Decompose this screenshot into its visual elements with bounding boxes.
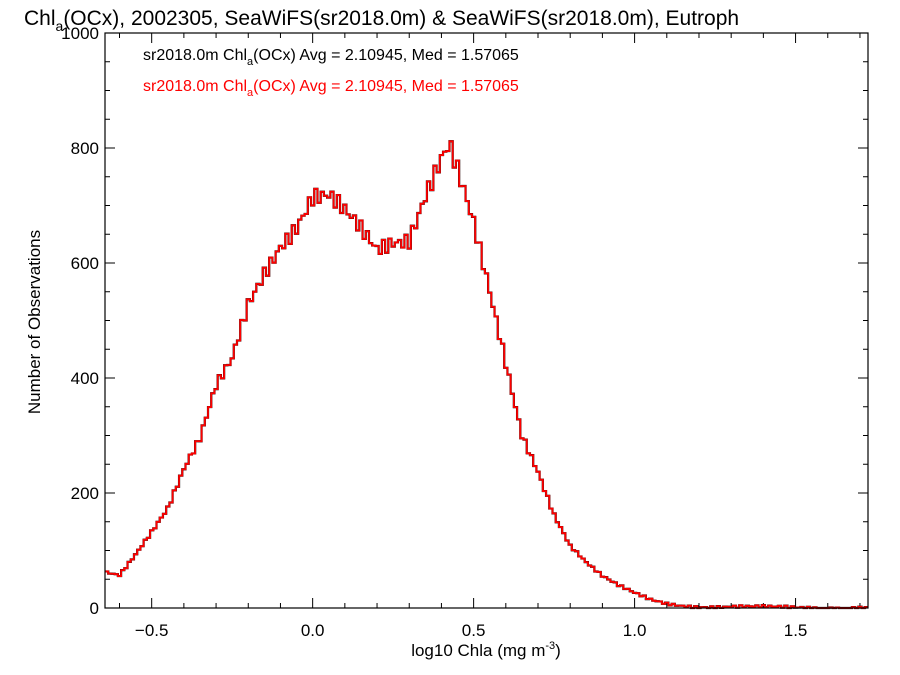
x-axis-label: log10 Chla (mg m-3) (411, 640, 561, 660)
chart-title: Chla(OCx), 2002305, SeaWiFS(sr2018.0m) &… (24, 7, 739, 34)
y-tick-label: 800 (71, 139, 99, 158)
annotation-red-post: (OCx) Avg = 2.10945, Med = 1.57065 (253, 78, 519, 95)
annotation-black: sr2018.0m Chla(OCx) Avg = 2.10945, Med =… (143, 47, 519, 68)
x-tick-label: 1.5 (784, 621, 808, 640)
y-tick-label: 400 (71, 369, 99, 388)
y-tick-label: 0 (90, 599, 99, 618)
annotation-red: sr2018.0m Chla(OCx) Avg = 2.10945, Med =… (143, 78, 519, 99)
annotation-black-sub: a (247, 56, 254, 68)
x-tick-label: 1.0 (623, 621, 647, 640)
y-tick-label: 200 (71, 484, 99, 503)
chart-title-pre: Chl (24, 7, 56, 30)
x-tick-label: −0.5 (135, 621, 169, 640)
plot-frame (104, 32, 869, 609)
annotation-red-pre: sr2018.0m Chl (143, 78, 247, 95)
y-tick-label: 1000 (61, 24, 99, 43)
series-red-histogram (105, 140, 868, 609)
y-axis-label: Number of Observations (25, 230, 44, 414)
series-layer (105, 140, 868, 610)
x-axis-label-post: ) (555, 641, 561, 660)
annotation-black-post: (OCx) Avg = 2.10945, Med = 1.57065 (253, 47, 519, 64)
annotation-red-sub: a (247, 87, 254, 99)
annotation-black-pre: sr2018.0m Chl (143, 47, 247, 64)
chart-title-sub: a (56, 18, 64, 34)
x-axis-label-sup: -3 (545, 640, 555, 652)
x-axis-label-pre: log10 Chla (mg m (411, 641, 545, 660)
x-tick-label: 0.5 (462, 621, 486, 640)
y-tick-label: 600 (71, 254, 99, 273)
x-tick-label: 0.0 (301, 621, 325, 640)
axis-ticks: −0.5 0.0 0.5 1.0 1.5 0 200 400 600 800 1000 (61, 24, 868, 640)
chart-title-post: (OCx), 2002305, SeaWiFS(sr2018.0m) & Sea… (63, 7, 739, 30)
